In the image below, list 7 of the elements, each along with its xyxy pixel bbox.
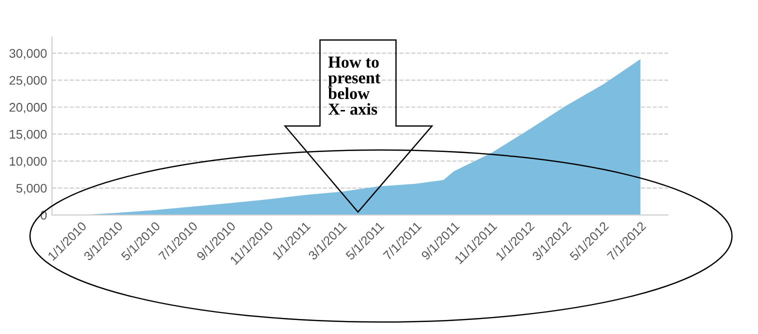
y-tick-label: 30,000 — [9, 48, 47, 60]
y-tick-label: 20,000 — [10, 102, 47, 114]
y-tick-label: 10,000 — [10, 156, 47, 168]
y-tick-label: 5,000 — [16, 184, 47, 194]
y-tick-label: 25,000 — [10, 76, 47, 86]
annotation: How to present below X- axis — [328, 56, 380, 115]
y-tick-label: 15,000 — [10, 130, 47, 140]
